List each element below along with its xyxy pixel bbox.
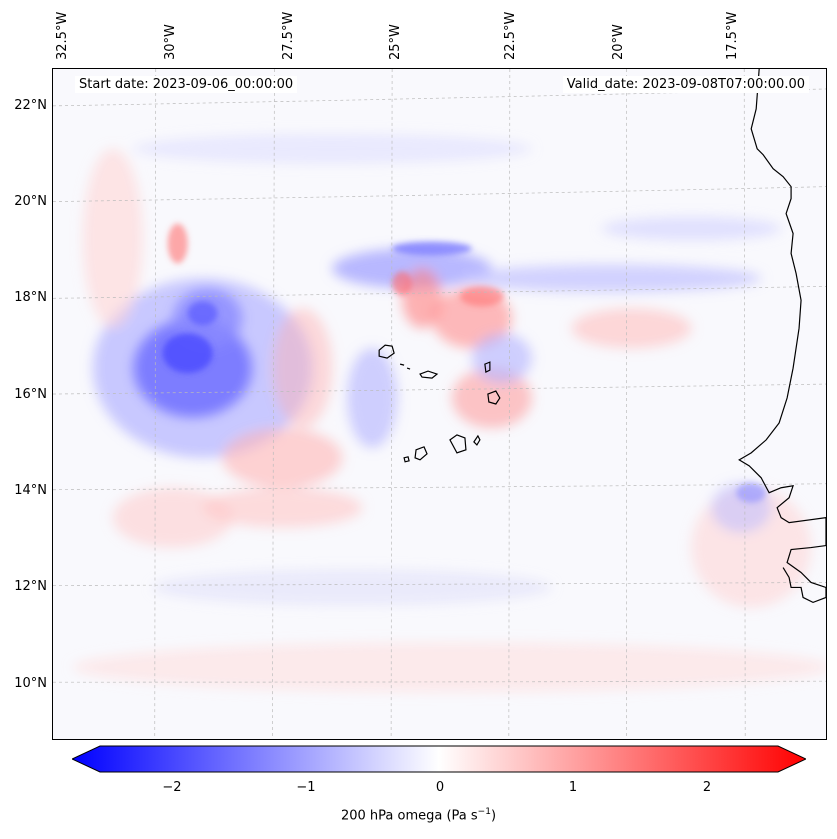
cape-verde-islands xyxy=(378,344,501,463)
lon-label-32-5w: 32.5°W xyxy=(55,11,70,60)
colorbar-label-exponent: −1 xyxy=(477,807,491,817)
lat-label-12n: 12°N xyxy=(14,579,47,594)
africa-coastline xyxy=(738,69,826,604)
lon-label-27-5w: 27.5°W xyxy=(281,11,296,60)
lat-label-16n: 16°N xyxy=(14,387,47,402)
omega-field-detail xyxy=(162,223,767,503)
map-panel xyxy=(52,68,827,740)
graticule xyxy=(53,69,826,739)
colorbar-tick-neg1: −1 xyxy=(296,780,316,795)
lon-label-30w: 30°W xyxy=(163,24,178,60)
colorbar-tick-neg2: −2 xyxy=(162,780,182,795)
colorbar-label: 200 hPa omega (Pa s−1) xyxy=(0,807,837,823)
omega-field-map xyxy=(53,69,826,739)
lon-label-17-5w: 17.5°W xyxy=(725,11,740,60)
colorbar-tick-2: 2 xyxy=(702,780,712,795)
colorbar-label-close: ) xyxy=(490,808,497,824)
omega-field xyxy=(73,133,826,693)
valid-date-label: Valid_date: 2023-09-08T07:00:00.00 xyxy=(562,76,809,93)
lat-label-18n: 18°N xyxy=(14,290,47,305)
lon-label-20w: 20°W xyxy=(611,24,626,60)
start-date-label: Start date: 2023-09-06_00:00:00 xyxy=(75,76,298,93)
lat-label-14n: 14°N xyxy=(14,483,47,498)
colorbar-tick-0: 0 xyxy=(435,780,445,795)
colorbar-gradient xyxy=(72,745,806,773)
lat-label-20n: 20°N xyxy=(14,194,47,209)
lon-label-25w: 25°W xyxy=(388,24,403,60)
lon-label-22-5w: 22.5°W xyxy=(503,11,518,60)
lat-label-22n: 22°N xyxy=(14,98,47,113)
colorbar-tick-1: 1 xyxy=(568,780,578,795)
colorbar-label-main: 200 hPa omega (Pa s xyxy=(340,808,478,824)
lat-label-10n: 10°N xyxy=(14,676,47,691)
colorbar xyxy=(72,745,806,773)
